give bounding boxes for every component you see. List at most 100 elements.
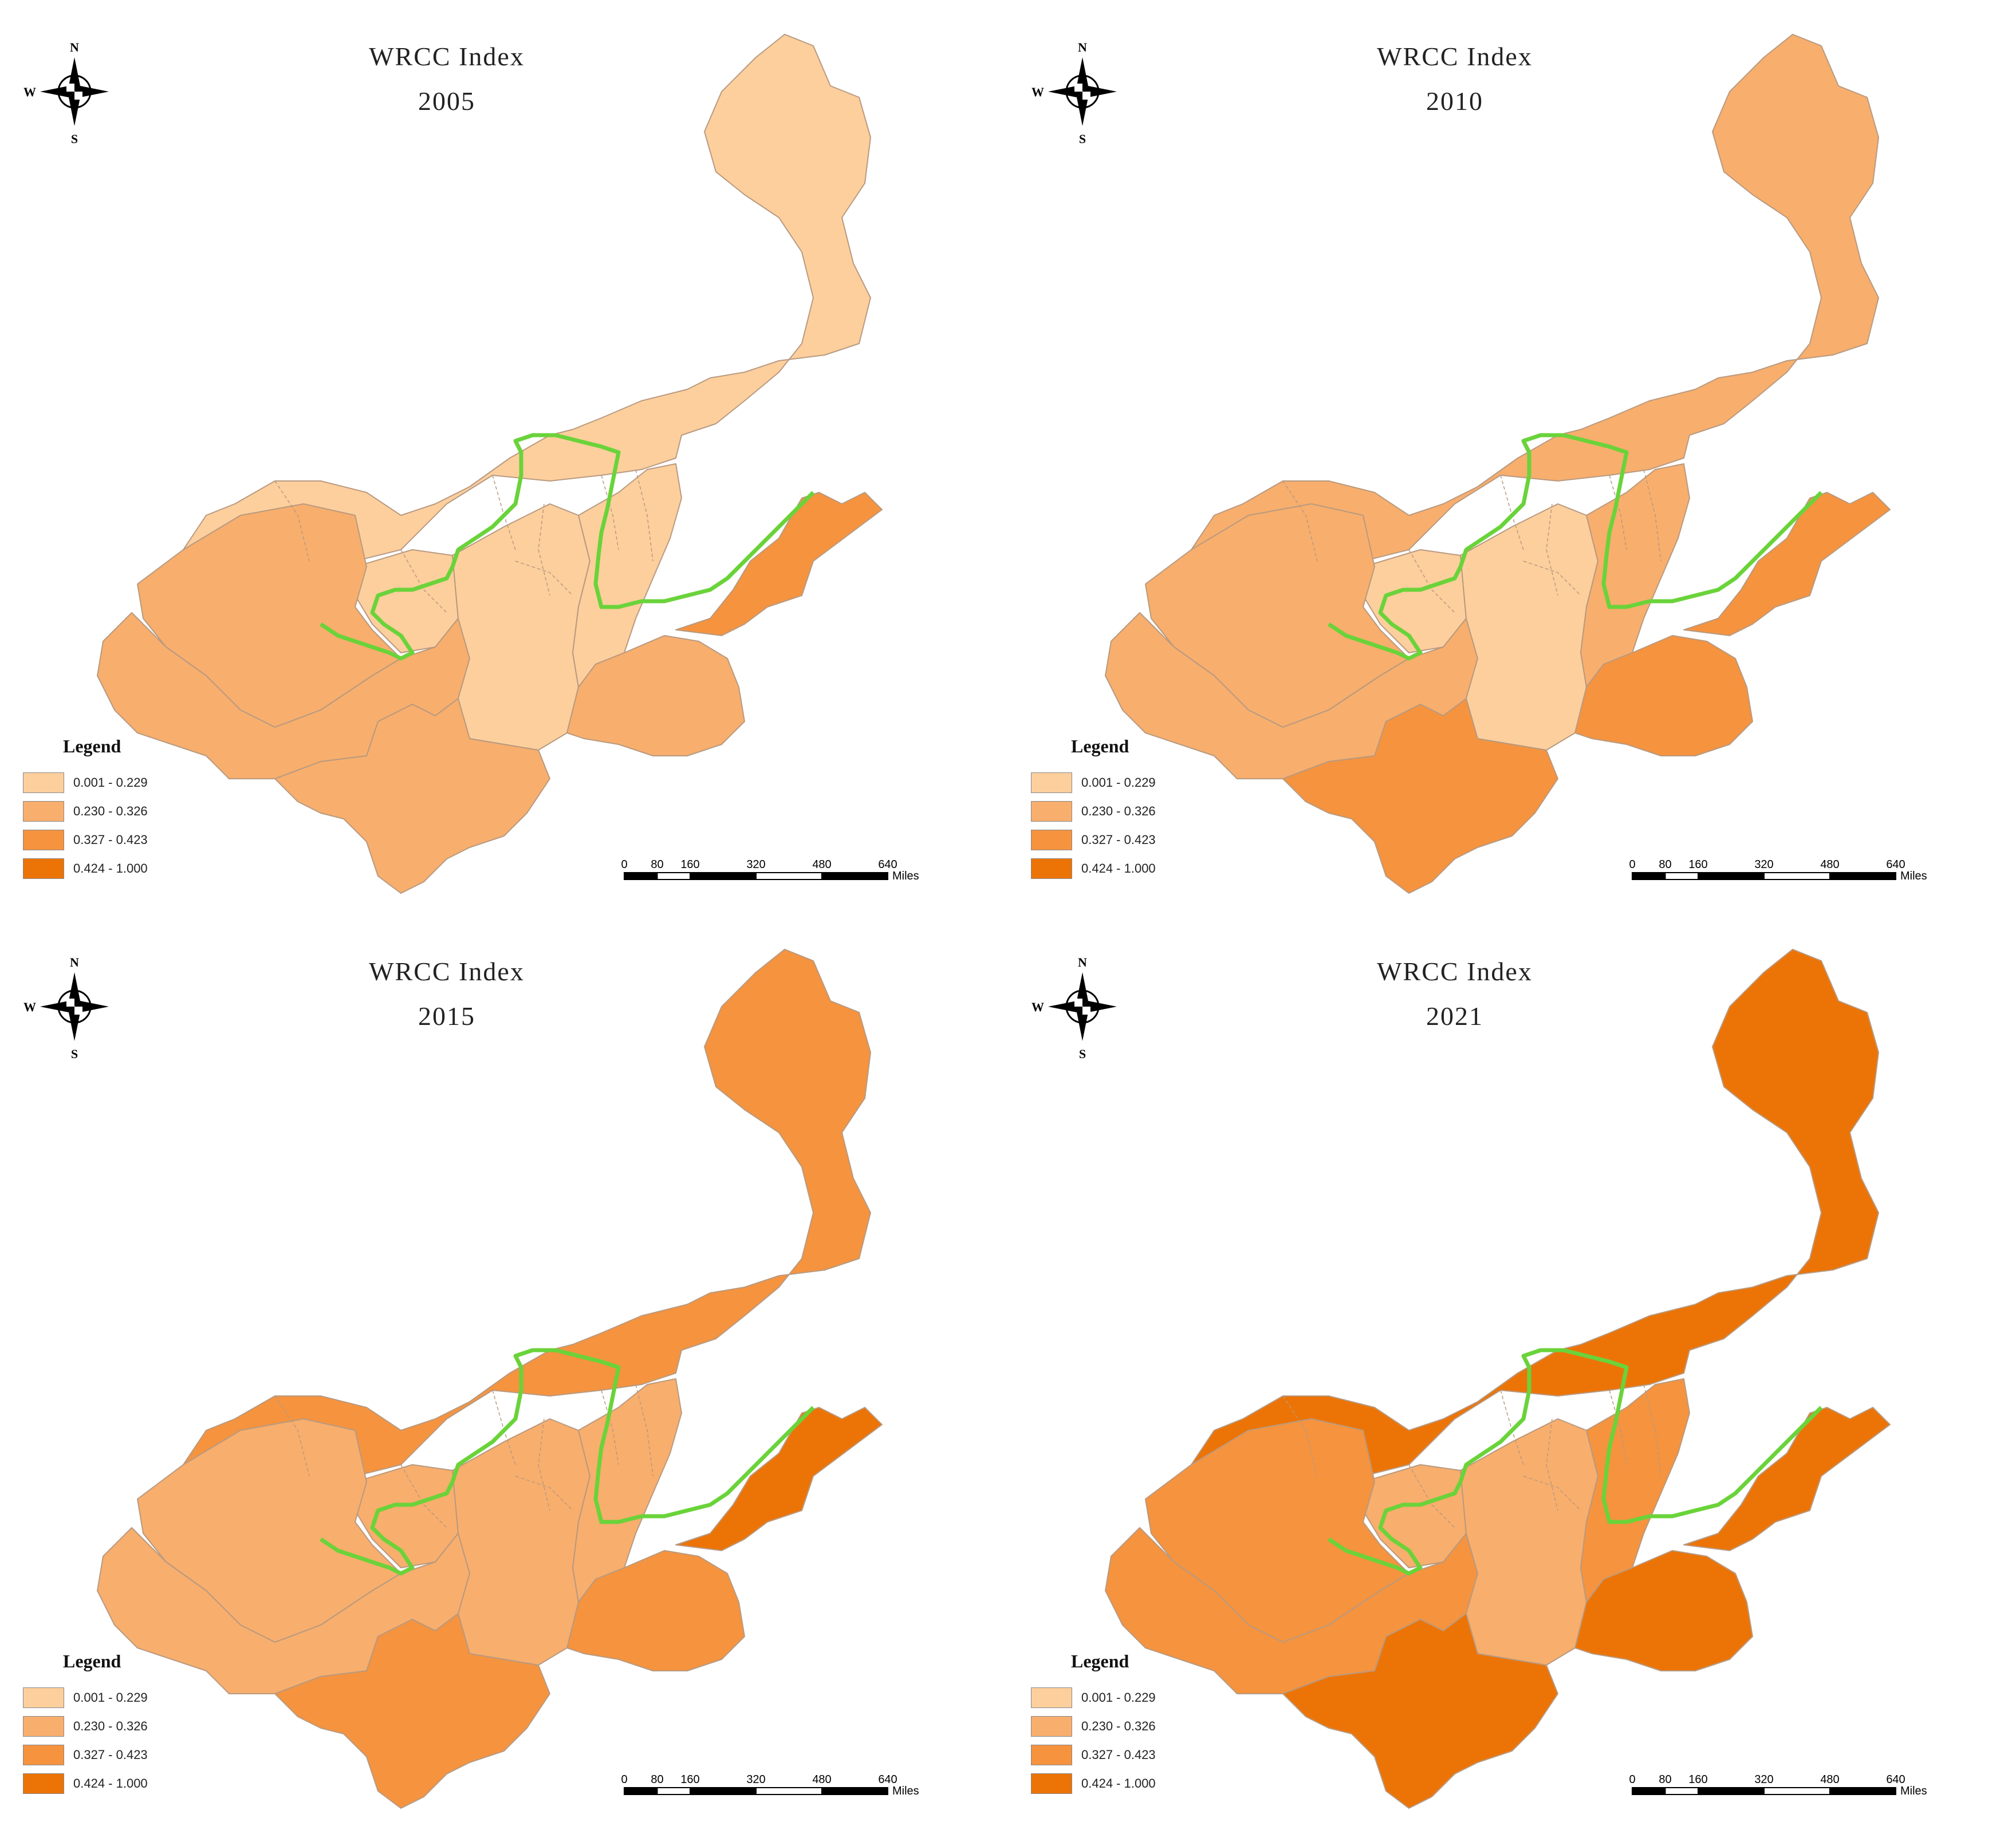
legend-label: 0.230 - 0.326 [1081,1719,1156,1733]
map-title-text: WRCC Index [369,957,525,986]
legend: Legend 0.001 - 0.229 0.230 - 0.326 0.327 - … [1031,1651,1156,1798]
scale-segment [690,1787,757,1795]
region-sichuan [1282,698,1558,894]
scale-tick-label: 320 [746,858,765,871]
scale-tick-label: 80 [1659,858,1671,871]
choropleth-map [97,34,883,894]
legend-label: 0.230 - 0.326 [73,804,148,818]
district-boundary [1282,480,1318,562]
legend-label: 0.230 - 0.326 [1081,804,1156,818]
region-henan [1574,635,1753,756]
legend-item: 0.327 - 0.423 [23,826,148,854]
map-title: WRCC Index 2010 [1329,34,1581,124]
scale-tick-label: 160 [1688,858,1707,871]
legend-title: Legend [63,1651,121,1671]
north-arrow-icon: NSWE [23,955,109,1058]
scale-segment [624,872,658,880]
region-henan [566,1550,745,1671]
legend-label: 0.001 - 0.229 [1081,775,1156,790]
district-boundary [1523,561,1581,596]
scale-segment [1763,872,1830,880]
scale-tick-label: 640 [1886,858,1905,871]
yellow-river-line [320,433,815,661]
legend-item: 0.230 - 0.326 [23,797,148,826]
map-title-text: WRCC Index [1377,42,1533,71]
north-arrow-icon: NSWE [23,40,109,143]
region-shandong [675,492,883,636]
region-sichuan [1282,1613,1558,1809]
district-boundary [1523,1476,1581,1511]
district-boundary [1609,475,1627,550]
district-boundary [601,475,619,550]
scale-segment [821,872,888,880]
district-boundary [1282,1395,1318,1477]
district-boundary [601,1390,619,1465]
map-panel-2015: WRCC Index2015NSWELegend0.001 - 0.2290.2… [0,915,1008,1830]
scale-tick-label: 640 [878,1773,897,1786]
map-year: 2021 [1426,1001,1483,1031]
compass-s-label: S [71,1047,78,1058]
scale-tick-label: 320 [1754,858,1773,871]
compass-w-label: W [1031,1000,1044,1014]
compass-n-label: N [1078,40,1087,54]
district-boundary [1546,503,1558,596]
choropleth-map [97,949,883,1809]
region-shandong [675,1407,883,1551]
legend-label: 0.424 - 1.000 [73,861,148,875]
district-boundary [274,1395,310,1477]
district-boundary [1546,1418,1558,1511]
scale-tick-label: 640 [1886,1773,1905,1786]
scale-tick-label: 80 [1659,1773,1671,1786]
scale-segment [656,872,691,880]
district-boundary [1609,1390,1627,1465]
legend-item: 0.327 - 0.423 [1031,826,1156,854]
legend-swatch [1031,1745,1072,1765]
map-title: WRCC Index 2005 [321,34,573,124]
map-panel-2021: WRCC Index2021NSWELegend0.001 - 0.2290.2… [1008,915,2016,1830]
legend-item: 0.327 - 0.423 [1031,1741,1156,1769]
compass-n-label: N [70,955,79,969]
legend-item: 0.001 - 0.229 [23,768,148,797]
region-sichuan [274,1613,550,1809]
legend-item: 0.424 - 1.000 [1031,854,1156,883]
legend-label: 0.424 - 1.000 [1081,1776,1156,1790]
scale-tick-label: 80 [651,1773,663,1786]
map-year: 2010 [1426,86,1483,116]
legend-label: 0.001 - 0.229 [73,775,148,790]
legend-item: 0.424 - 1.000 [1031,1769,1156,1798]
yellow-river-line [1328,433,1823,661]
district-boundary [538,1418,550,1511]
yellow-river-line [320,1348,815,1576]
compass-n-label: N [70,40,79,54]
region-shanxi [572,463,682,688]
scale-unit-label: Miles [892,870,919,882]
legend-swatch [23,1716,64,1737]
district-boundary [1408,1464,1455,1528]
scale-segment [1664,872,1699,880]
region-shanxi [1580,1378,1690,1603]
scale-tick-label: 480 [1820,1773,1839,1786]
legend-label: 0.424 - 1.000 [73,1776,148,1790]
legend-title: Legend [1071,736,1129,756]
compass-w-label: W [23,85,36,99]
district-boundary [515,1476,573,1511]
map-panel-2010: WRCC Index2010NSWELegend0.001 - 0.2290.2… [1008,0,2016,915]
legend-label: 0.001 - 0.229 [73,1690,148,1705]
north-arrow-icon: NSWE [1031,955,1117,1058]
legend-item: 0.327 - 0.423 [23,1741,148,1769]
map-year: 2005 [418,86,475,116]
scale-tick-label: 480 [812,1773,831,1786]
legend-swatch [23,858,64,879]
scale-segment [1829,872,1896,880]
choropleth-map [1105,949,1891,1809]
yellow-river-line [1328,1348,1823,1576]
scale-segment [1632,872,1666,880]
scale-tick-label: 0 [1629,858,1635,871]
legend-item: 0.001 - 0.229 [1031,768,1156,797]
scale-tick-label: 160 [680,858,699,871]
scale-tick-label: 80 [651,858,663,871]
map-title-text: WRCC Index [369,42,525,71]
